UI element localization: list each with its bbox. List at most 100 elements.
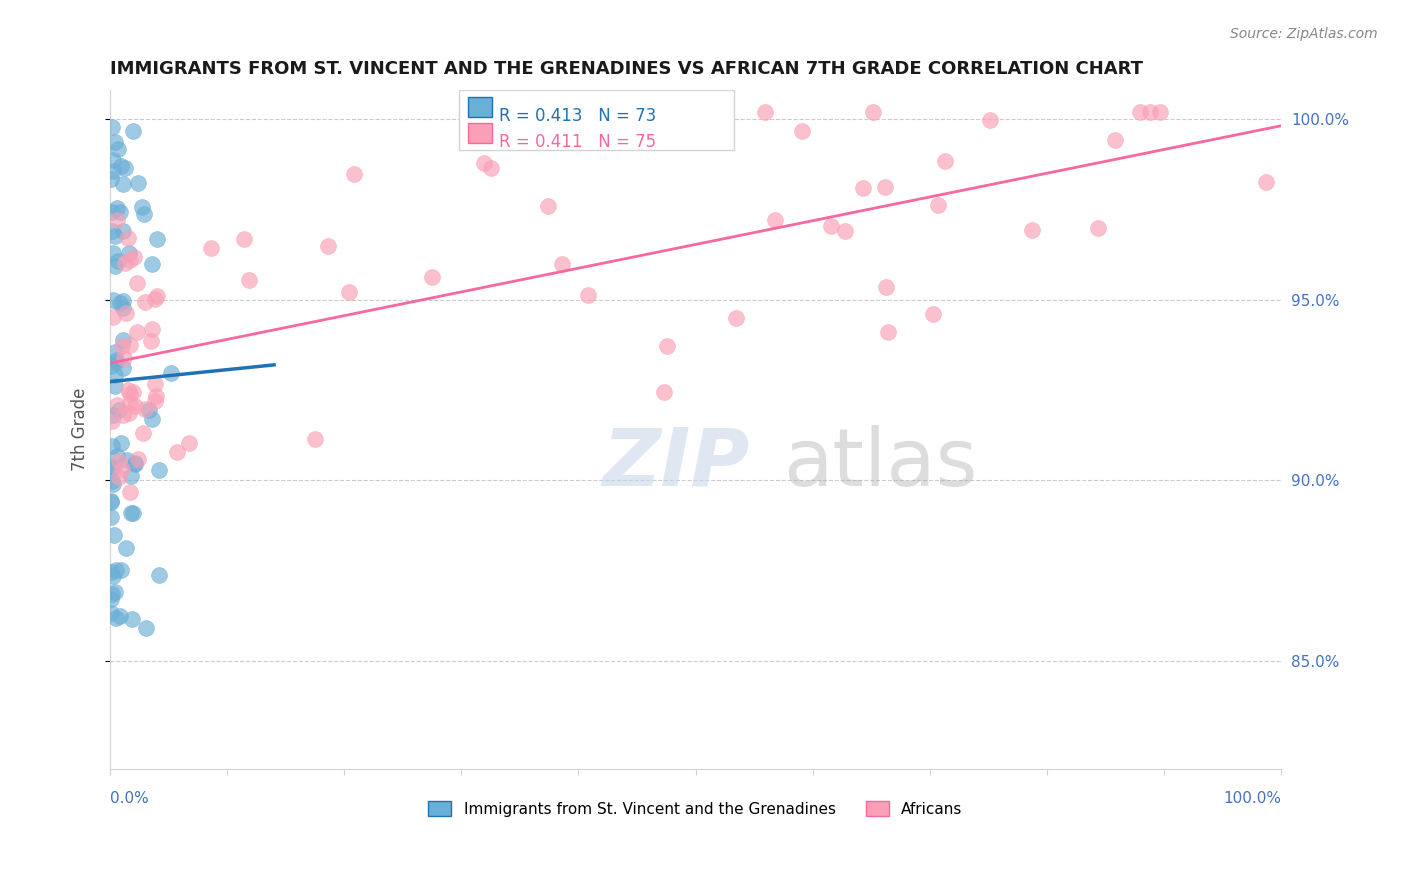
Point bbox=[135, 622, 157, 636]
FancyBboxPatch shape bbox=[468, 123, 492, 144]
Point bbox=[100, 509, 122, 524]
Point bbox=[105, 450, 128, 464]
Point bbox=[420, 270, 443, 285]
Point bbox=[654, 385, 676, 400]
Point bbox=[145, 389, 167, 403]
Point bbox=[104, 229, 127, 244]
FancyBboxPatch shape bbox=[468, 97, 492, 118]
Legend: Immigrants from St. Vincent and the Grenadines, Africans: Immigrants from St. Vincent and the Gren… bbox=[422, 795, 969, 822]
Point bbox=[122, 250, 145, 264]
Point bbox=[725, 310, 748, 325]
Point bbox=[122, 506, 145, 520]
Point bbox=[101, 439, 124, 453]
Point bbox=[1139, 104, 1161, 119]
Point bbox=[141, 321, 163, 335]
Point bbox=[112, 351, 135, 365]
Point bbox=[112, 408, 135, 422]
Point bbox=[110, 563, 132, 577]
Point bbox=[337, 285, 360, 299]
Point bbox=[112, 360, 135, 375]
Point bbox=[105, 353, 128, 368]
Point bbox=[118, 396, 141, 410]
Point bbox=[316, 239, 339, 253]
Point bbox=[118, 253, 141, 268]
Text: ZIP: ZIP bbox=[602, 425, 749, 503]
Point bbox=[146, 288, 169, 302]
Point bbox=[479, 161, 502, 175]
FancyBboxPatch shape bbox=[458, 90, 734, 150]
Point bbox=[148, 567, 170, 582]
Point bbox=[101, 120, 124, 134]
Point bbox=[1021, 223, 1043, 237]
Point bbox=[103, 310, 125, 325]
Point bbox=[104, 610, 127, 624]
Point bbox=[655, 339, 678, 353]
Point bbox=[115, 541, 138, 556]
Point bbox=[139, 334, 162, 348]
Point bbox=[852, 181, 875, 195]
Point bbox=[105, 213, 128, 227]
Point bbox=[103, 245, 125, 260]
Point bbox=[141, 257, 163, 271]
Point bbox=[537, 199, 560, 213]
Point bbox=[101, 224, 124, 238]
Point bbox=[132, 207, 155, 221]
Text: R = 0.411   N = 75: R = 0.411 N = 75 bbox=[499, 133, 657, 151]
Point bbox=[114, 256, 136, 270]
Point bbox=[177, 436, 200, 450]
Point bbox=[304, 433, 326, 447]
Point bbox=[101, 408, 124, 422]
Point bbox=[143, 377, 166, 392]
Point bbox=[877, 325, 900, 339]
Text: 0.0%: 0.0% bbox=[110, 791, 149, 806]
Y-axis label: 7th Grade: 7th Grade bbox=[72, 388, 89, 472]
Point bbox=[101, 414, 124, 428]
Point bbox=[103, 135, 125, 149]
Point bbox=[118, 387, 141, 401]
Point bbox=[120, 468, 142, 483]
Point bbox=[104, 344, 127, 359]
Point bbox=[1129, 104, 1152, 119]
Point bbox=[820, 219, 842, 233]
Point bbox=[104, 260, 127, 274]
Point bbox=[125, 277, 148, 291]
Text: R = 0.413   N = 73: R = 0.413 N = 73 bbox=[499, 107, 657, 125]
Point bbox=[127, 176, 149, 190]
Point bbox=[550, 257, 572, 271]
Point bbox=[101, 586, 124, 600]
Point bbox=[578, 288, 600, 302]
Point bbox=[343, 167, 366, 181]
Point bbox=[121, 612, 143, 626]
Point bbox=[111, 178, 134, 192]
Point bbox=[100, 606, 122, 620]
Point bbox=[101, 204, 124, 219]
Point bbox=[107, 141, 129, 155]
Point bbox=[1254, 175, 1277, 189]
Point bbox=[238, 273, 260, 287]
Point bbox=[100, 461, 122, 475]
Point bbox=[1087, 220, 1109, 235]
Point bbox=[921, 307, 943, 321]
Point bbox=[160, 367, 183, 381]
Point bbox=[101, 293, 124, 308]
Point bbox=[166, 444, 188, 458]
Point bbox=[120, 507, 142, 521]
Point bbox=[143, 292, 166, 306]
Point bbox=[875, 280, 897, 294]
Point bbox=[100, 475, 122, 489]
Point bbox=[108, 469, 131, 483]
Point bbox=[100, 495, 122, 509]
Point bbox=[108, 295, 131, 310]
Point bbox=[127, 452, 149, 467]
Point bbox=[103, 476, 125, 491]
Point bbox=[934, 153, 956, 168]
Point bbox=[124, 456, 146, 470]
Point bbox=[101, 163, 124, 178]
Point bbox=[104, 368, 127, 383]
Point bbox=[118, 406, 141, 420]
Point bbox=[100, 565, 122, 579]
Point bbox=[100, 171, 122, 186]
Point bbox=[104, 563, 127, 577]
Point bbox=[117, 453, 139, 467]
Point bbox=[143, 393, 166, 408]
